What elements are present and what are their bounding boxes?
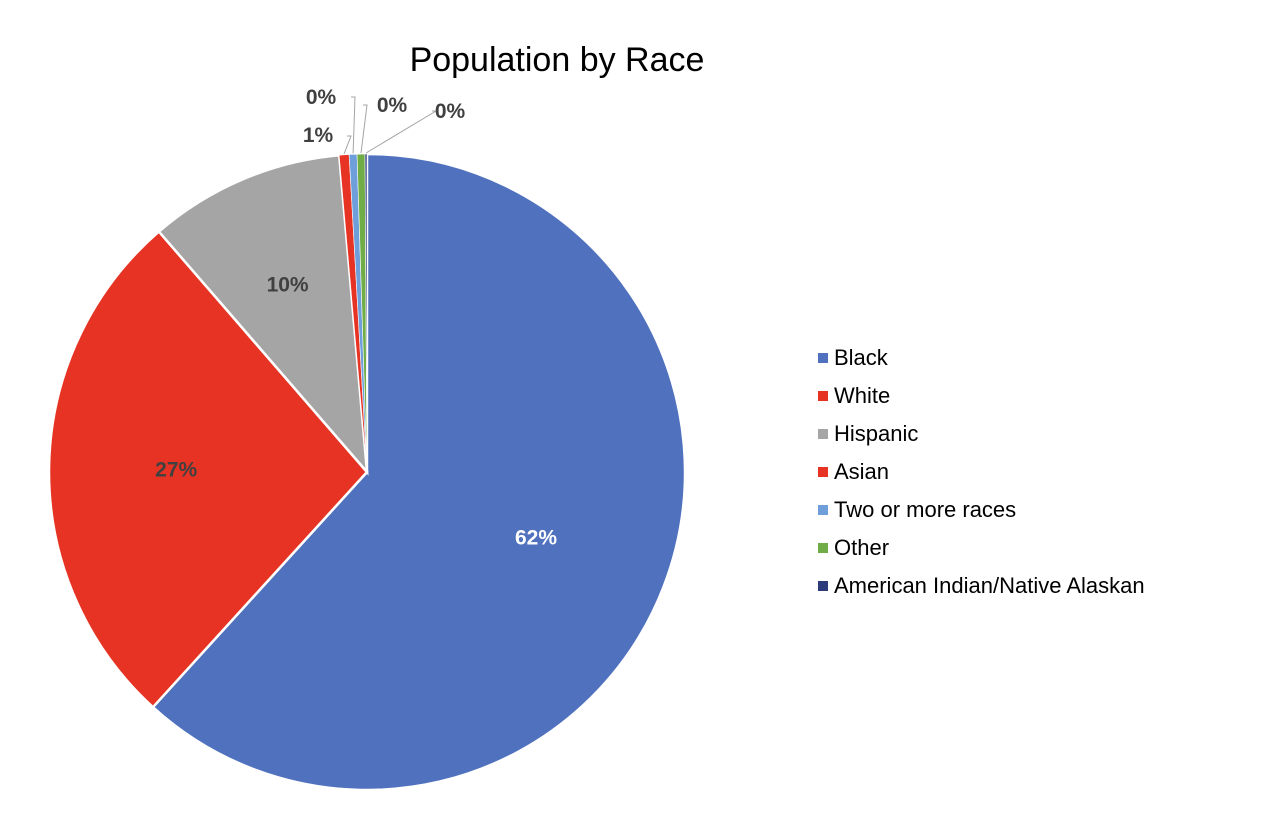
pie-slice-black: [151, 152, 687, 792]
data-label-two-or-more-races: 0%: [306, 86, 337, 109]
pie-slice-american-indian-native-alaskan: [364, 153, 368, 473]
legend-label: Hispanic: [834, 421, 919, 446]
leader-line-american-indian-native-alaskan: [365, 110, 438, 154]
legend-swatch: [818, 391, 828, 401]
legend-swatch: [818, 505, 828, 515]
data-label-hispanic: 10%: [267, 274, 309, 297]
legend-label: White: [834, 383, 891, 408]
legend-label: Other: [834, 535, 890, 560]
legend-label: Black: [834, 345, 888, 370]
data-label-other: 0%: [377, 94, 408, 117]
legend-swatch: [818, 581, 828, 591]
legend-swatch: [818, 429, 828, 439]
data-label-white: 27%: [155, 459, 197, 482]
chart-title: Population by Race: [410, 41, 705, 79]
legend-swatch: [818, 543, 828, 553]
pie-slice-white: [47, 229, 369, 709]
legend-label: Asian: [834, 459, 890, 484]
data-label-asian: 1%: [303, 124, 334, 147]
data-label-black: 62%: [515, 526, 557, 549]
pie-slice-hispanic: [157, 153, 369, 476]
legend-label: Two or more races: [834, 497, 1017, 522]
leader-line-other: [360, 104, 368, 154]
legend-swatch: [818, 467, 828, 477]
leader-line-asian: [343, 135, 352, 154]
leader-line-two-or-more-races: [351, 96, 356, 154]
data-label-american-indian-native-alaskan: 0%: [435, 100, 466, 123]
legend-label: American Indian/Native Alaskan: [834, 573, 1145, 598]
legend-swatch: [818, 353, 828, 363]
